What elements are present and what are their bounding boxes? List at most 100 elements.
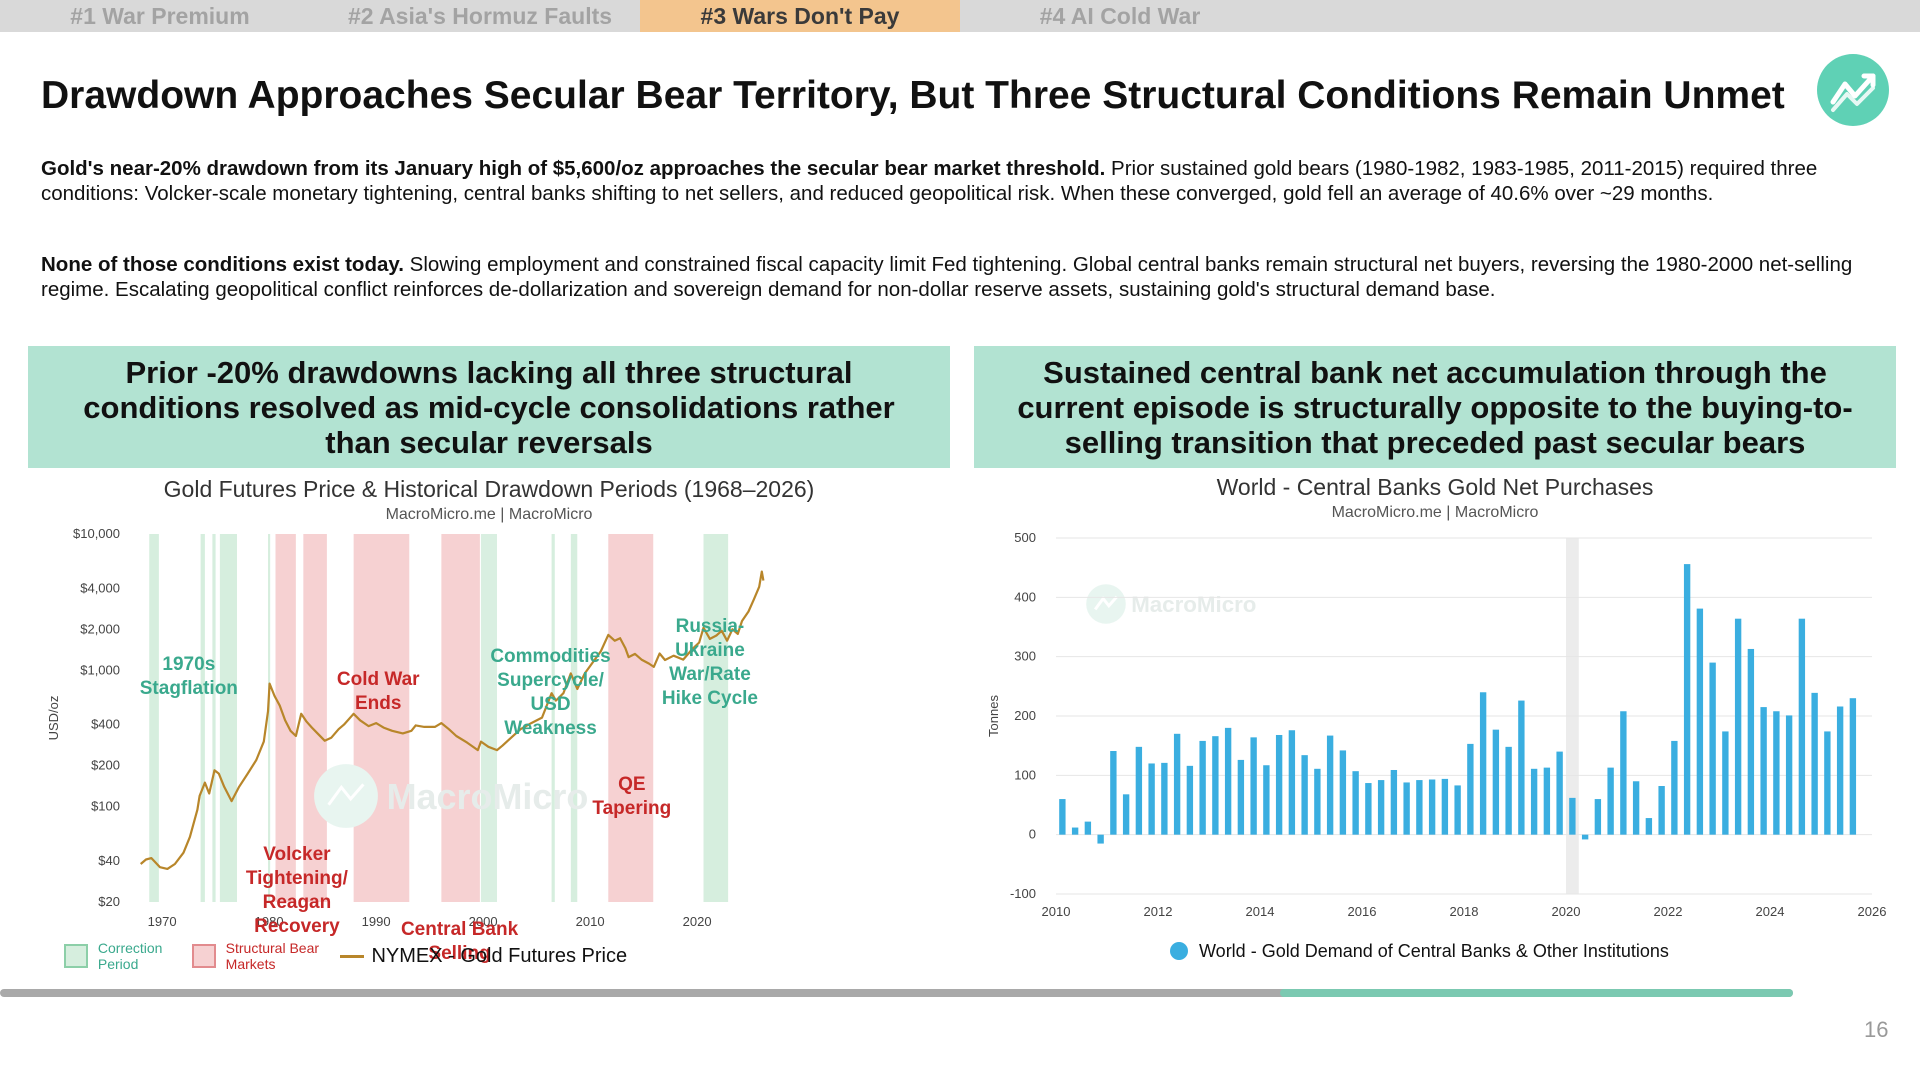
- bar: [1836, 706, 1844, 835]
- period-annotation: Tightening/: [246, 868, 349, 889]
- bar: [1479, 692, 1487, 835]
- bar: [1569, 797, 1576, 835]
- bar: [1250, 737, 1257, 835]
- y-tick-label: $1,000: [80, 662, 120, 677]
- x-tick-label: 2020: [683, 914, 712, 929]
- period-annotation: War/Rate: [669, 664, 751, 685]
- bar: [1620, 711, 1627, 835]
- bar: [1199, 740, 1206, 835]
- bar: [1301, 755, 1308, 835]
- period-annotation: Stagflation: [140, 678, 238, 699]
- period-annotation: Ends: [355, 693, 401, 714]
- tab-hormuz-faults[interactable]: #2 Asia's Hormuz Faults: [347, 3, 613, 29]
- x-tick-label: 2020: [1552, 904, 1581, 919]
- bar: [1658, 786, 1665, 835]
- x-tick-label: 2000: [469, 914, 498, 929]
- bar: [1352, 771, 1359, 835]
- legend-line-swatch: [339, 954, 364, 958]
- cb-legend-label: World - Gold Demand of Central Banks & O…: [1199, 940, 1669, 961]
- bar: [1824, 731, 1831, 835]
- bar: [1632, 781, 1640, 835]
- legend-correction-label: Correction Period: [97, 940, 163, 972]
- tab-wars-dont-pay[interactable]: #3 Wars Don't Pay: [640, 0, 960, 32]
- intro-rest: Prior sustained gold bears (1980-1982, 1…: [41, 157, 1818, 205]
- bar: [1135, 746, 1143, 835]
- legend-line-label: NYMEX - Gold Futures Price: [371, 944, 628, 967]
- bar: [1212, 736, 1219, 835]
- bar: [1186, 765, 1194, 835]
- y-tick-label: 200: [1014, 708, 1036, 723]
- bar: [1785, 715, 1793, 835]
- x-tick-label: 2018: [1450, 904, 1479, 919]
- cb-chart-plot: MacroMicro -100 0 100 200 300 400 500 2010 2012 2…: [986, 530, 1887, 919]
- bar: [1492, 729, 1500, 835]
- bar: [1747, 648, 1755, 835]
- bar: [1543, 767, 1551, 835]
- watermark-text: MacroMicro: [387, 776, 589, 817]
- y-tick-label: $100: [91, 799, 120, 814]
- cb-chart-title: World - Central Banks Gold Net Purchases: [1216, 474, 1654, 500]
- bar: [1811, 692, 1818, 835]
- bar: [1773, 711, 1780, 835]
- bar: [1734, 618, 1742, 835]
- correction-band: [268, 534, 271, 902]
- tab-war-premium[interactable]: #1 War Premium: [70, 3, 250, 29]
- watermark-text: MacroMicro: [1131, 592, 1256, 617]
- bar: [1416, 780, 1423, 835]
- conditions-rest: Slowing employment and constrained fisca…: [41, 253, 1853, 301]
- period-annotation: Hike Cycle: [662, 688, 758, 709]
- period-annotation: Weakness: [504, 718, 597, 739]
- y-tick-label: 300: [1014, 649, 1036, 664]
- bar: [1428, 779, 1436, 835]
- correction-band: [219, 534, 237, 902]
- x-tick-label: 2010: [576, 914, 605, 929]
- bar: [1390, 769, 1398, 835]
- x-tick-label: 2022: [1654, 904, 1683, 919]
- cb-legend-swatch: [1170, 942, 1188, 961]
- bar: [1849, 698, 1857, 835]
- x-tick-label: 2024: [1756, 904, 1785, 919]
- y-axis-label: Tonnes: [986, 695, 1001, 737]
- x-tick-label: 1980: [255, 914, 284, 929]
- watermark-logo-icon: [314, 764, 378, 828]
- bar: [1709, 662, 1716, 835]
- x-tick-label: 2016: [1348, 904, 1377, 919]
- tab-ai-cold-war[interactable]: #4 AI Cold War: [1039, 3, 1201, 29]
- y-tick-label: 400: [1014, 589, 1036, 604]
- legend-bear-swatch: [191, 944, 216, 968]
- period-annotation: Central Bank: [401, 919, 519, 940]
- bar: [1263, 765, 1270, 835]
- y-tick-label: $2,000: [80, 621, 120, 636]
- x-tick-label: 2026: [1858, 904, 1887, 919]
- bar: [1645, 818, 1653, 835]
- correction-band: [212, 534, 216, 902]
- bar: [1097, 834, 1104, 844]
- bar: [1518, 700, 1525, 835]
- gold-legend: Correction Period Structural Bear Market…: [64, 940, 627, 972]
- bar: [1288, 730, 1296, 835]
- bar: [1071, 827, 1079, 835]
- bar: [1084, 821, 1092, 835]
- bar: [1607, 767, 1614, 835]
- y-tick-label: $10,000: [73, 526, 120, 541]
- bar: [1237, 759, 1245, 835]
- gold-chart-plot: MacroMicro $20 $40 $100 $200 $400 $1,000 $2,00…: [46, 526, 765, 964]
- x-tick-label: 2010: [1042, 904, 1071, 919]
- bar: [1441, 778, 1449, 835]
- period-annotation: Supercycle/: [497, 670, 604, 691]
- correction-band: [551, 534, 555, 902]
- y-tick-label: 0: [1029, 827, 1036, 842]
- correction-band: [200, 534, 205, 902]
- x-tick-label: 1990: [362, 914, 391, 929]
- gold-chart-subtitle: MacroMicro.me | MacroMicro: [385, 506, 593, 523]
- period-annotation: Ukraine: [675, 640, 745, 661]
- period-annotation: Cold War: [337, 669, 420, 690]
- x-tick-label: 2014: [1246, 904, 1275, 919]
- bar: [1454, 785, 1461, 835]
- y-tick-label: $200: [91, 758, 120, 773]
- bar: [1275, 734, 1283, 835]
- period-annotation: 1970s: [162, 654, 215, 675]
- period-annotation: QE: [618, 774, 645, 795]
- bear-band: [353, 534, 410, 902]
- deck-progress-fill: [1280, 989, 1793, 997]
